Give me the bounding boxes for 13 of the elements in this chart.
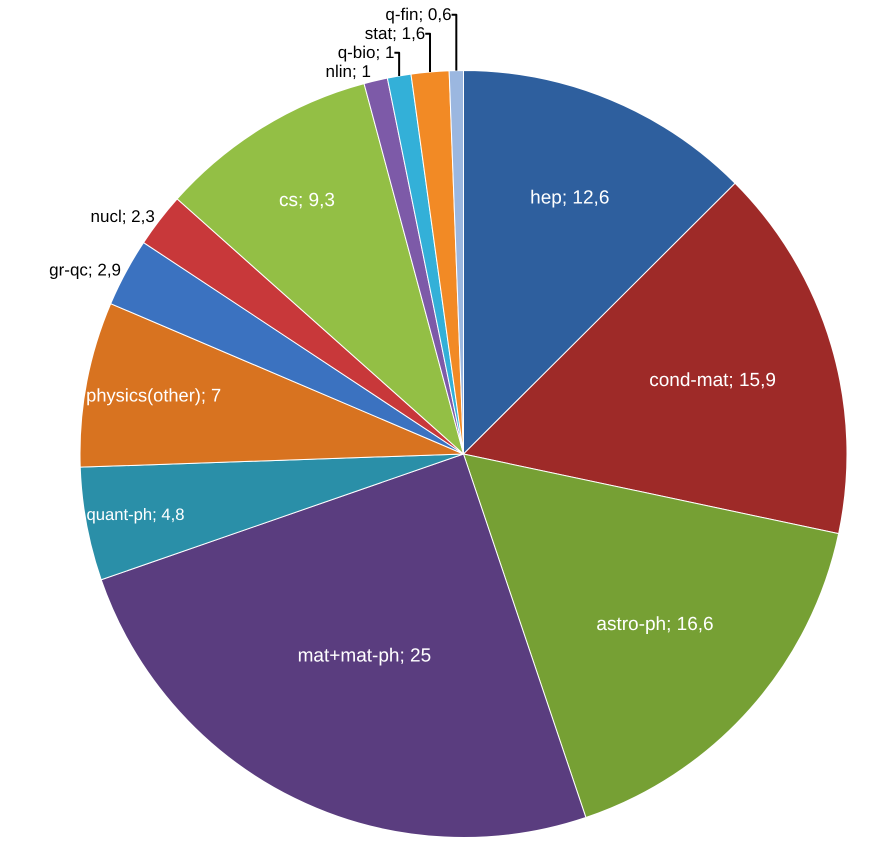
slice-label: nucl; 2,3 <box>90 207 155 226</box>
slice-label: mat+mat-ph; 25 <box>298 646 432 667</box>
slice-label: physics(other); 7 <box>86 384 222 406</box>
slice-label: stat; 1,6 <box>364 24 426 44</box>
slice-label: quant-ph; 4,8 <box>86 504 184 524</box>
slice-label: cs; 9,3 <box>278 190 335 211</box>
slice-label: astro-ph; 16,6 <box>596 614 714 636</box>
slice-label: q-bio; 1 <box>338 43 394 62</box>
slice-label: hep; 12,6 <box>530 187 610 208</box>
slice-label: nlin; 1 <box>326 62 371 82</box>
slice-label: q-fin; 0,6 <box>385 5 452 24</box>
slice-label: cond-mat; 15,9 <box>649 370 776 391</box>
slice-label: gr-qc; 2,9 <box>49 260 121 280</box>
